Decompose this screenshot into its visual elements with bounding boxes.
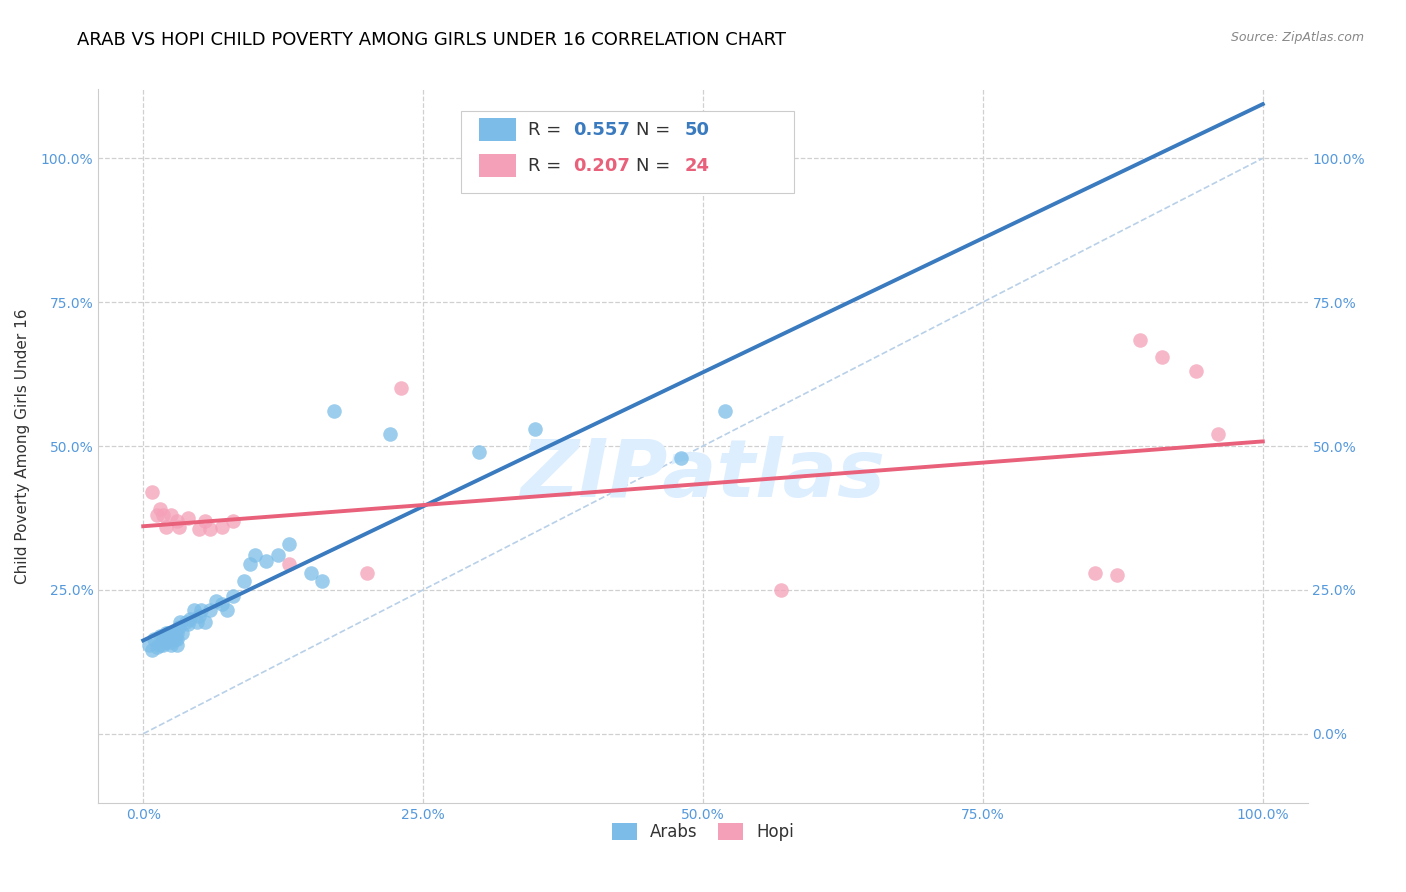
Point [222,589,245,603]
Point [167,620,190,634]
Point [145,508,167,522]
Point [149,502,172,516]
Point [205,594,228,608]
Point [166,626,188,640]
Point [1184,364,1206,378]
Text: 50: 50 [685,121,710,139]
FancyBboxPatch shape [461,111,793,193]
Text: ZIPatlas: ZIPatlas [520,435,886,514]
Point [177,511,200,525]
Point [160,508,183,522]
Point [277,557,299,571]
Point [160,638,183,652]
Point [239,557,262,571]
Point [155,634,177,648]
Text: R =: R = [527,157,567,175]
Point [152,638,174,652]
Point [152,632,174,646]
Point [356,566,378,580]
Text: 0.207: 0.207 [574,157,630,175]
Point [174,615,197,629]
Point [277,537,299,551]
Point [217,603,239,617]
Point [194,615,217,629]
Text: 24: 24 [685,157,710,175]
Y-axis label: Child Poverty Among Girls Under 16: Child Poverty Among Girls Under 16 [15,309,30,583]
Point [322,404,344,418]
Point [194,514,217,528]
Point [243,549,266,563]
Point [389,381,412,395]
Point [177,617,200,632]
Point [378,427,401,442]
Point [160,634,183,648]
Point [143,632,166,646]
Point [156,626,179,640]
Point [311,574,333,589]
Text: Source: ZipAtlas.com: Source: ZipAtlas.com [1230,31,1364,45]
Point [141,643,163,657]
Point [211,597,233,611]
Point [714,404,737,418]
Point [200,603,222,617]
Point [141,485,163,500]
Point [149,638,172,652]
Point [211,519,233,533]
Point [155,519,177,533]
Point [669,450,692,465]
Point [254,554,277,568]
Point [169,615,191,629]
Point [163,632,186,646]
Point [233,574,256,589]
Point [200,523,222,537]
Point [1150,350,1173,364]
Text: 0.557: 0.557 [574,121,630,139]
Point [1107,568,1129,582]
Text: ARAB VS HOPI CHILD POVERTY AMONG GIRLS UNDER 16 CORRELATION CHART: ARAB VS HOPI CHILD POVERTY AMONG GIRLS U… [77,31,786,49]
Point [1206,427,1229,442]
Point [160,629,183,643]
Point [1129,333,1152,347]
Point [145,640,167,655]
Text: N =: N = [637,157,676,175]
Bar [479,119,516,141]
Text: N =: N = [637,121,676,139]
Point [167,519,190,533]
Point [188,608,211,623]
Point [299,566,322,580]
Point [222,514,245,528]
Legend: Arabs, Hopi: Arabs, Hopi [606,816,800,848]
Point [1084,566,1107,580]
Point [524,422,547,436]
Point [770,582,793,597]
Point [186,615,208,629]
Point [163,626,186,640]
Point [172,626,194,640]
Point [155,626,177,640]
Text: R =: R = [527,121,567,139]
Point [190,603,212,617]
Point [188,523,211,537]
Point [468,444,491,458]
Point [152,508,174,522]
Point [138,638,160,652]
Point [166,638,188,652]
Point [166,514,188,528]
Point [149,629,172,643]
Point [183,603,205,617]
Point [266,549,288,563]
Point [179,612,201,626]
Point [156,632,179,646]
Point [166,632,188,646]
Bar [479,154,516,177]
